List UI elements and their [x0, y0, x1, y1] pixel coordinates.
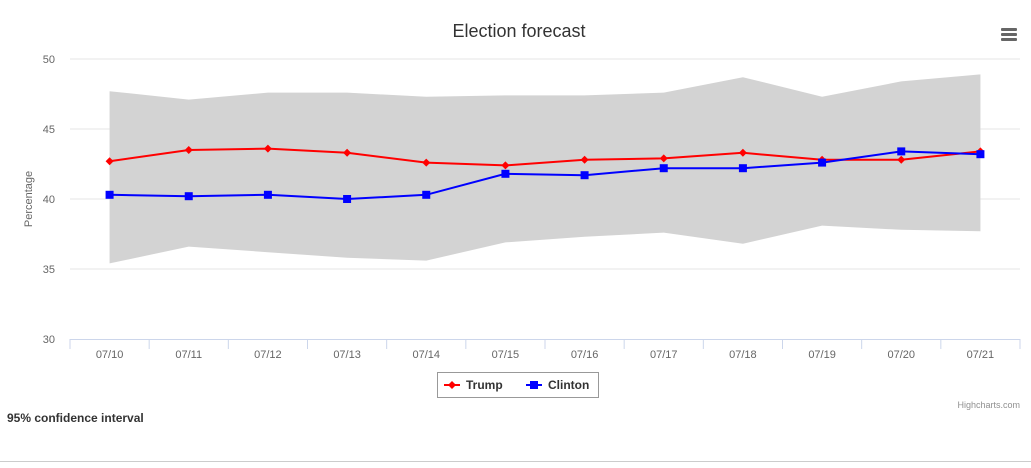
- y-tick-label: 30: [43, 334, 55, 346]
- x-tick-label: 07/21: [967, 349, 995, 361]
- data-point[interactable]: [818, 158, 827, 167]
- legend-item-clinton[interactable]: Clinton: [526, 378, 589, 392]
- y-tick-label: 50: [43, 54, 55, 66]
- data-point[interactable]: [343, 195, 352, 203]
- axes: 30 35 40 45 50 07/10 07/11 07/12 07/13 07/14 07/15…: [43, 54, 1021, 361]
- x-tick-label: 07/10: [96, 349, 124, 361]
- data-point[interactable]: [738, 148, 747, 157]
- x-tick-label: 07/17: [650, 349, 678, 361]
- data-point[interactable]: [580, 155, 589, 164]
- x-tick-label: 07/11: [175, 349, 202, 361]
- x-tick-label: 07/12: [254, 349, 282, 361]
- legend[interactable]: Trump Clinton: [437, 372, 599, 398]
- data-point[interactable]: [263, 190, 272, 199]
- legend-item-trump[interactable]: Trump: [444, 378, 503, 392]
- legend-marker: [448, 381, 456, 389]
- data-point[interactable]: [897, 155, 906, 164]
- data-point[interactable]: [105, 157, 114, 166]
- y-axis-title: Percentage: [23, 171, 35, 227]
- data-point[interactable]: [501, 169, 510, 178]
- x-tick-label: 07/19: [808, 349, 836, 361]
- x-tick-label: 07/20: [887, 349, 915, 361]
- y-tick-label: 40: [43, 194, 55, 206]
- caption-text: 95% confidence interval: [7, 411, 144, 425]
- legend-label: Clinton: [548, 378, 589, 392]
- x-tick-label: 07/14: [412, 349, 440, 361]
- data-point[interactable]: [976, 150, 985, 159]
- x-tick-label: 07/16: [571, 349, 599, 361]
- confidence-band-area: [109, 74, 981, 264]
- y-tick-label: 45: [43, 124, 55, 136]
- data-point[interactable]: [422, 190, 431, 199]
- series-layer: [105, 144, 985, 203]
- chart-title: Election forecast: [452, 21, 585, 41]
- data-point[interactable]: [501, 161, 510, 170]
- y-tick-label: 35: [43, 264, 55, 276]
- x-tick-label: 07/18: [729, 349, 757, 361]
- legend-marker: [530, 381, 538, 389]
- data-point[interactable]: [897, 147, 906, 156]
- data-point[interactable]: [105, 190, 114, 199]
- data-point[interactable]: [659, 164, 668, 173]
- data-point[interactable]: [343, 148, 352, 157]
- x-tick-label: 07/15: [492, 349, 520, 361]
- series-clinton[interactable]: [105, 147, 985, 203]
- legend-box: [437, 372, 599, 398]
- data-point[interactable]: [659, 154, 668, 163]
- series-line: [109, 150, 981, 201]
- divider: [0, 461, 1031, 462]
- data-point[interactable]: [263, 144, 272, 153]
- hamburger-menu-icon[interactable]: [997, 24, 1021, 46]
- data-point[interactable]: [184, 146, 193, 154]
- data-point[interactable]: [184, 192, 193, 201]
- data-point[interactable]: [580, 171, 589, 180]
- data-point[interactable]: [738, 164, 747, 173]
- legend-label: Trump: [466, 378, 503, 392]
- confidence-band: [109, 74, 981, 264]
- x-tick-label: 07/13: [333, 349, 361, 361]
- data-point[interactable]: [422, 158, 431, 167]
- credits-link[interactable]: Highcharts.com: [957, 400, 1020, 410]
